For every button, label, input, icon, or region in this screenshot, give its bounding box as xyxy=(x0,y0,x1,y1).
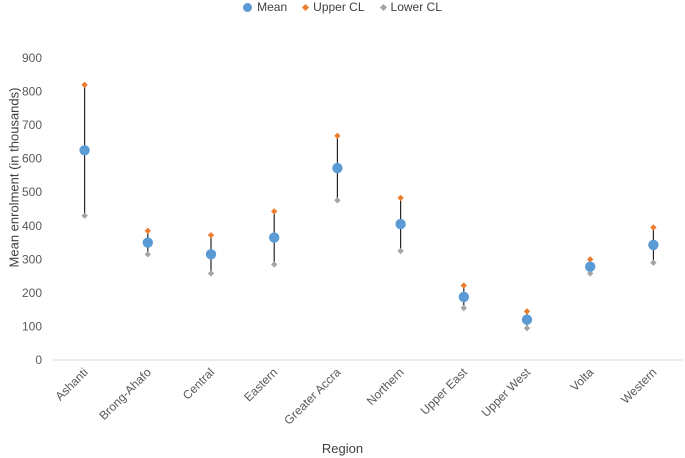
mean-point xyxy=(205,249,217,260)
error-bars xyxy=(83,84,655,329)
x-axis-title: Region xyxy=(321,441,364,456)
upper-cl-point xyxy=(334,132,341,140)
mean-point xyxy=(332,162,343,174)
x-tick-label: Upper West xyxy=(479,365,534,420)
lower-cl-point xyxy=(523,324,531,332)
y-tick-label: 900 xyxy=(22,51,42,65)
y-tick-label: 0 xyxy=(35,353,42,367)
upper-cl-point xyxy=(460,282,467,289)
x-tick-label: Central xyxy=(180,365,217,402)
lower-cl-point xyxy=(650,259,657,266)
legend-upper-cl-label: Upper CL xyxy=(313,0,365,14)
mean-point xyxy=(142,237,153,248)
lower-cl-point xyxy=(460,304,467,312)
data-points xyxy=(79,81,659,332)
y-tick-label: 800 xyxy=(22,85,42,99)
upper-cl-point xyxy=(587,256,594,263)
x-tick-label: Ashanti xyxy=(53,365,91,403)
y-axis-ticks: 0 100 200 300 400 500 600 700 800 900 xyxy=(22,51,42,367)
y-tick-label: 500 xyxy=(22,185,42,199)
upper-cl-point xyxy=(397,194,404,202)
lower-cl-point xyxy=(81,212,88,219)
x-axis-ticks: Ashanti Brong-Ahafo Central Eastern Greater … xyxy=(53,365,660,428)
y-tick-label: 300 xyxy=(22,252,42,266)
y-tick-label: 400 xyxy=(22,219,42,233)
x-tick-label: Western xyxy=(618,365,659,406)
x-tick-label: Eastern xyxy=(241,365,280,404)
mean-point xyxy=(521,314,533,325)
legend: Mean Upper CL Lower CL xyxy=(0,0,685,16)
legend-mean-label: Mean xyxy=(257,0,288,14)
mean-point xyxy=(79,145,90,156)
y-tick-label: 200 xyxy=(22,286,42,300)
mean-point xyxy=(458,291,469,303)
upper-cl-point xyxy=(207,231,215,239)
lower-cl-point xyxy=(587,270,594,277)
lower-cl-point xyxy=(144,251,151,258)
mean-point xyxy=(585,261,596,272)
mean-point xyxy=(395,218,406,230)
upper-cl-point xyxy=(81,81,88,89)
y-tick-label: 700 xyxy=(22,118,42,132)
x-tick-label: Brong-Ahafo xyxy=(96,365,154,423)
mean-point xyxy=(648,239,659,251)
lower-cl-point xyxy=(334,197,341,204)
y-axis-title: Mean enrolment (in thousands) xyxy=(6,87,22,268)
y-tick-label: 100 xyxy=(22,319,42,333)
upper-cl-point xyxy=(650,224,657,231)
lower-cl-point xyxy=(207,270,215,277)
x-tick-label: Northern xyxy=(364,365,407,408)
legend-item-lower-cl[interactable]: Lower CL xyxy=(379,0,442,16)
upper-cl-point xyxy=(144,227,151,235)
x-tick-label: Upper East xyxy=(418,365,471,418)
upper-cl-point xyxy=(523,308,531,315)
y-tick-label: 600 xyxy=(22,152,42,166)
lower-cl-point xyxy=(271,261,278,268)
mean-point xyxy=(269,232,280,243)
legend-item-mean[interactable]: Mean xyxy=(243,0,287,16)
legend-mean-marker xyxy=(243,2,253,12)
legend-lower-cl-label: Lower CL xyxy=(390,0,442,14)
legend-item-upper-cl[interactable]: Upper CL xyxy=(302,0,365,16)
lower-cl-point xyxy=(397,247,404,255)
x-tick-label: Volta xyxy=(568,365,597,394)
upper-cl-point xyxy=(271,208,278,215)
x-tick-label: Greater Accra xyxy=(281,365,343,427)
